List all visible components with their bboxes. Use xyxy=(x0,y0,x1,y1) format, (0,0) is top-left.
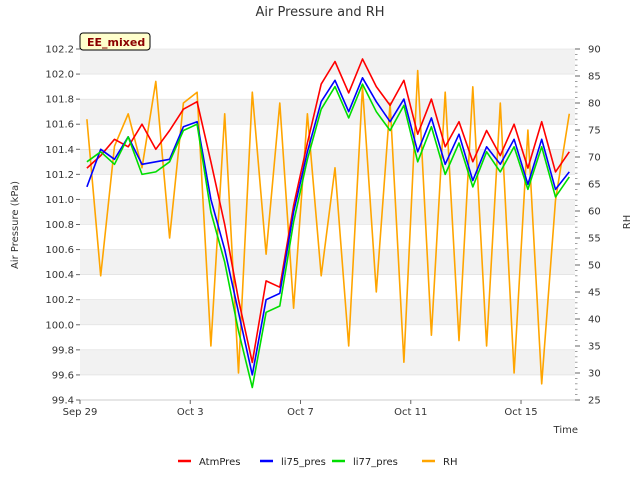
left-axis: 99.4 99.6 99.8 100.0 100.2 100.4 100.6 100.8 101… xyxy=(45,45,80,407)
y-tick-label: 100.4 xyxy=(45,270,74,281)
x-tick-label: Oct 15 xyxy=(504,407,537,418)
x-tick-label: Oct 3 xyxy=(177,407,204,418)
badge-box xyxy=(79,32,151,51)
series-line-AtmPres xyxy=(86,58,570,364)
grid-band xyxy=(80,49,575,75)
y-tick-label: 101.6 xyxy=(45,120,74,131)
y2-tick-label: 25 xyxy=(588,396,601,407)
legend-label-AtmPres: AtmPres xyxy=(199,457,240,468)
grid-band xyxy=(80,74,575,100)
badge-text: EE_mixed xyxy=(87,36,145,49)
y2-tick-label: 90 xyxy=(588,45,601,56)
x-tick-label: Oct 7 xyxy=(287,407,314,418)
legend-label-RH: RH xyxy=(443,457,457,468)
grid-band xyxy=(80,349,575,375)
y-tick-label: 100.6 xyxy=(45,245,74,256)
legend-label-li77_pres: li77_pres xyxy=(353,457,398,468)
y-tick-label: 99.4 xyxy=(52,396,74,407)
grid-band xyxy=(80,374,575,400)
grid-band xyxy=(80,324,575,350)
x-axis-label: Time xyxy=(553,425,578,436)
y2-tick-label: 75 xyxy=(588,126,601,137)
series-line-li77_pres xyxy=(86,83,570,389)
y2-axis-label: RH xyxy=(622,215,633,229)
legend-label-li75_pres: li75_pres xyxy=(281,457,326,468)
grid-band xyxy=(80,299,575,325)
right-axis: 25 30 35 40 45 50 55 60 65 70 75 80 85 90 xyxy=(575,45,601,407)
grid-band xyxy=(80,99,575,125)
y-tick-label: 100.0 xyxy=(45,320,74,331)
y-tick-label: 100.8 xyxy=(45,220,74,231)
y2-tick-label: 85 xyxy=(588,72,601,83)
y-tick-label: 102.2 xyxy=(45,45,74,56)
y-tick-label: 101.8 xyxy=(45,95,74,106)
grid-band xyxy=(80,274,575,300)
y2-tick-label: 50 xyxy=(588,261,601,272)
y2-tick-label: 55 xyxy=(588,234,601,245)
y-tick-label: 99.6 xyxy=(52,370,74,381)
y2-tick-label: 70 xyxy=(588,153,601,164)
y2-tick-label: 80 xyxy=(588,99,601,110)
legend: AtmPres li75_pres li77_pres RH xyxy=(178,457,457,468)
chart-title: Air Pressure and RH xyxy=(255,5,384,20)
grid-band xyxy=(80,124,575,150)
y-tick-label: 102.0 xyxy=(45,70,74,81)
series-line-li75_pres xyxy=(86,77,570,376)
badge: EE_mixed xyxy=(79,32,151,51)
y2-tick-label: 35 xyxy=(588,342,601,353)
y-tick-label: 101.0 xyxy=(45,195,74,206)
y2-tick-label: 65 xyxy=(588,180,601,191)
y-tick-label: 99.8 xyxy=(52,345,74,356)
x-tick-label: Oct 11 xyxy=(394,407,427,418)
x-axis: Sep 29 Oct 3 Oct 7 Oct 11 Oct 15 xyxy=(63,399,575,418)
y2-tick-label: 40 xyxy=(588,315,601,326)
y-tick-label: 101.2 xyxy=(45,170,74,181)
y2-tick-label: 60 xyxy=(588,207,601,218)
y-tick-label: 100.2 xyxy=(45,295,74,306)
series-layer xyxy=(86,58,571,389)
x-tick-label: Sep 29 xyxy=(63,407,98,418)
series-line-RH xyxy=(86,69,571,385)
y2-tick-label: 45 xyxy=(588,288,601,299)
grid-band xyxy=(80,174,575,200)
y-tick-label: 101.4 xyxy=(45,145,74,156)
grid-band xyxy=(80,249,575,275)
y-axis-label: Air Pressure (kPa) xyxy=(10,181,21,269)
y2-tick-label: 30 xyxy=(588,369,601,380)
